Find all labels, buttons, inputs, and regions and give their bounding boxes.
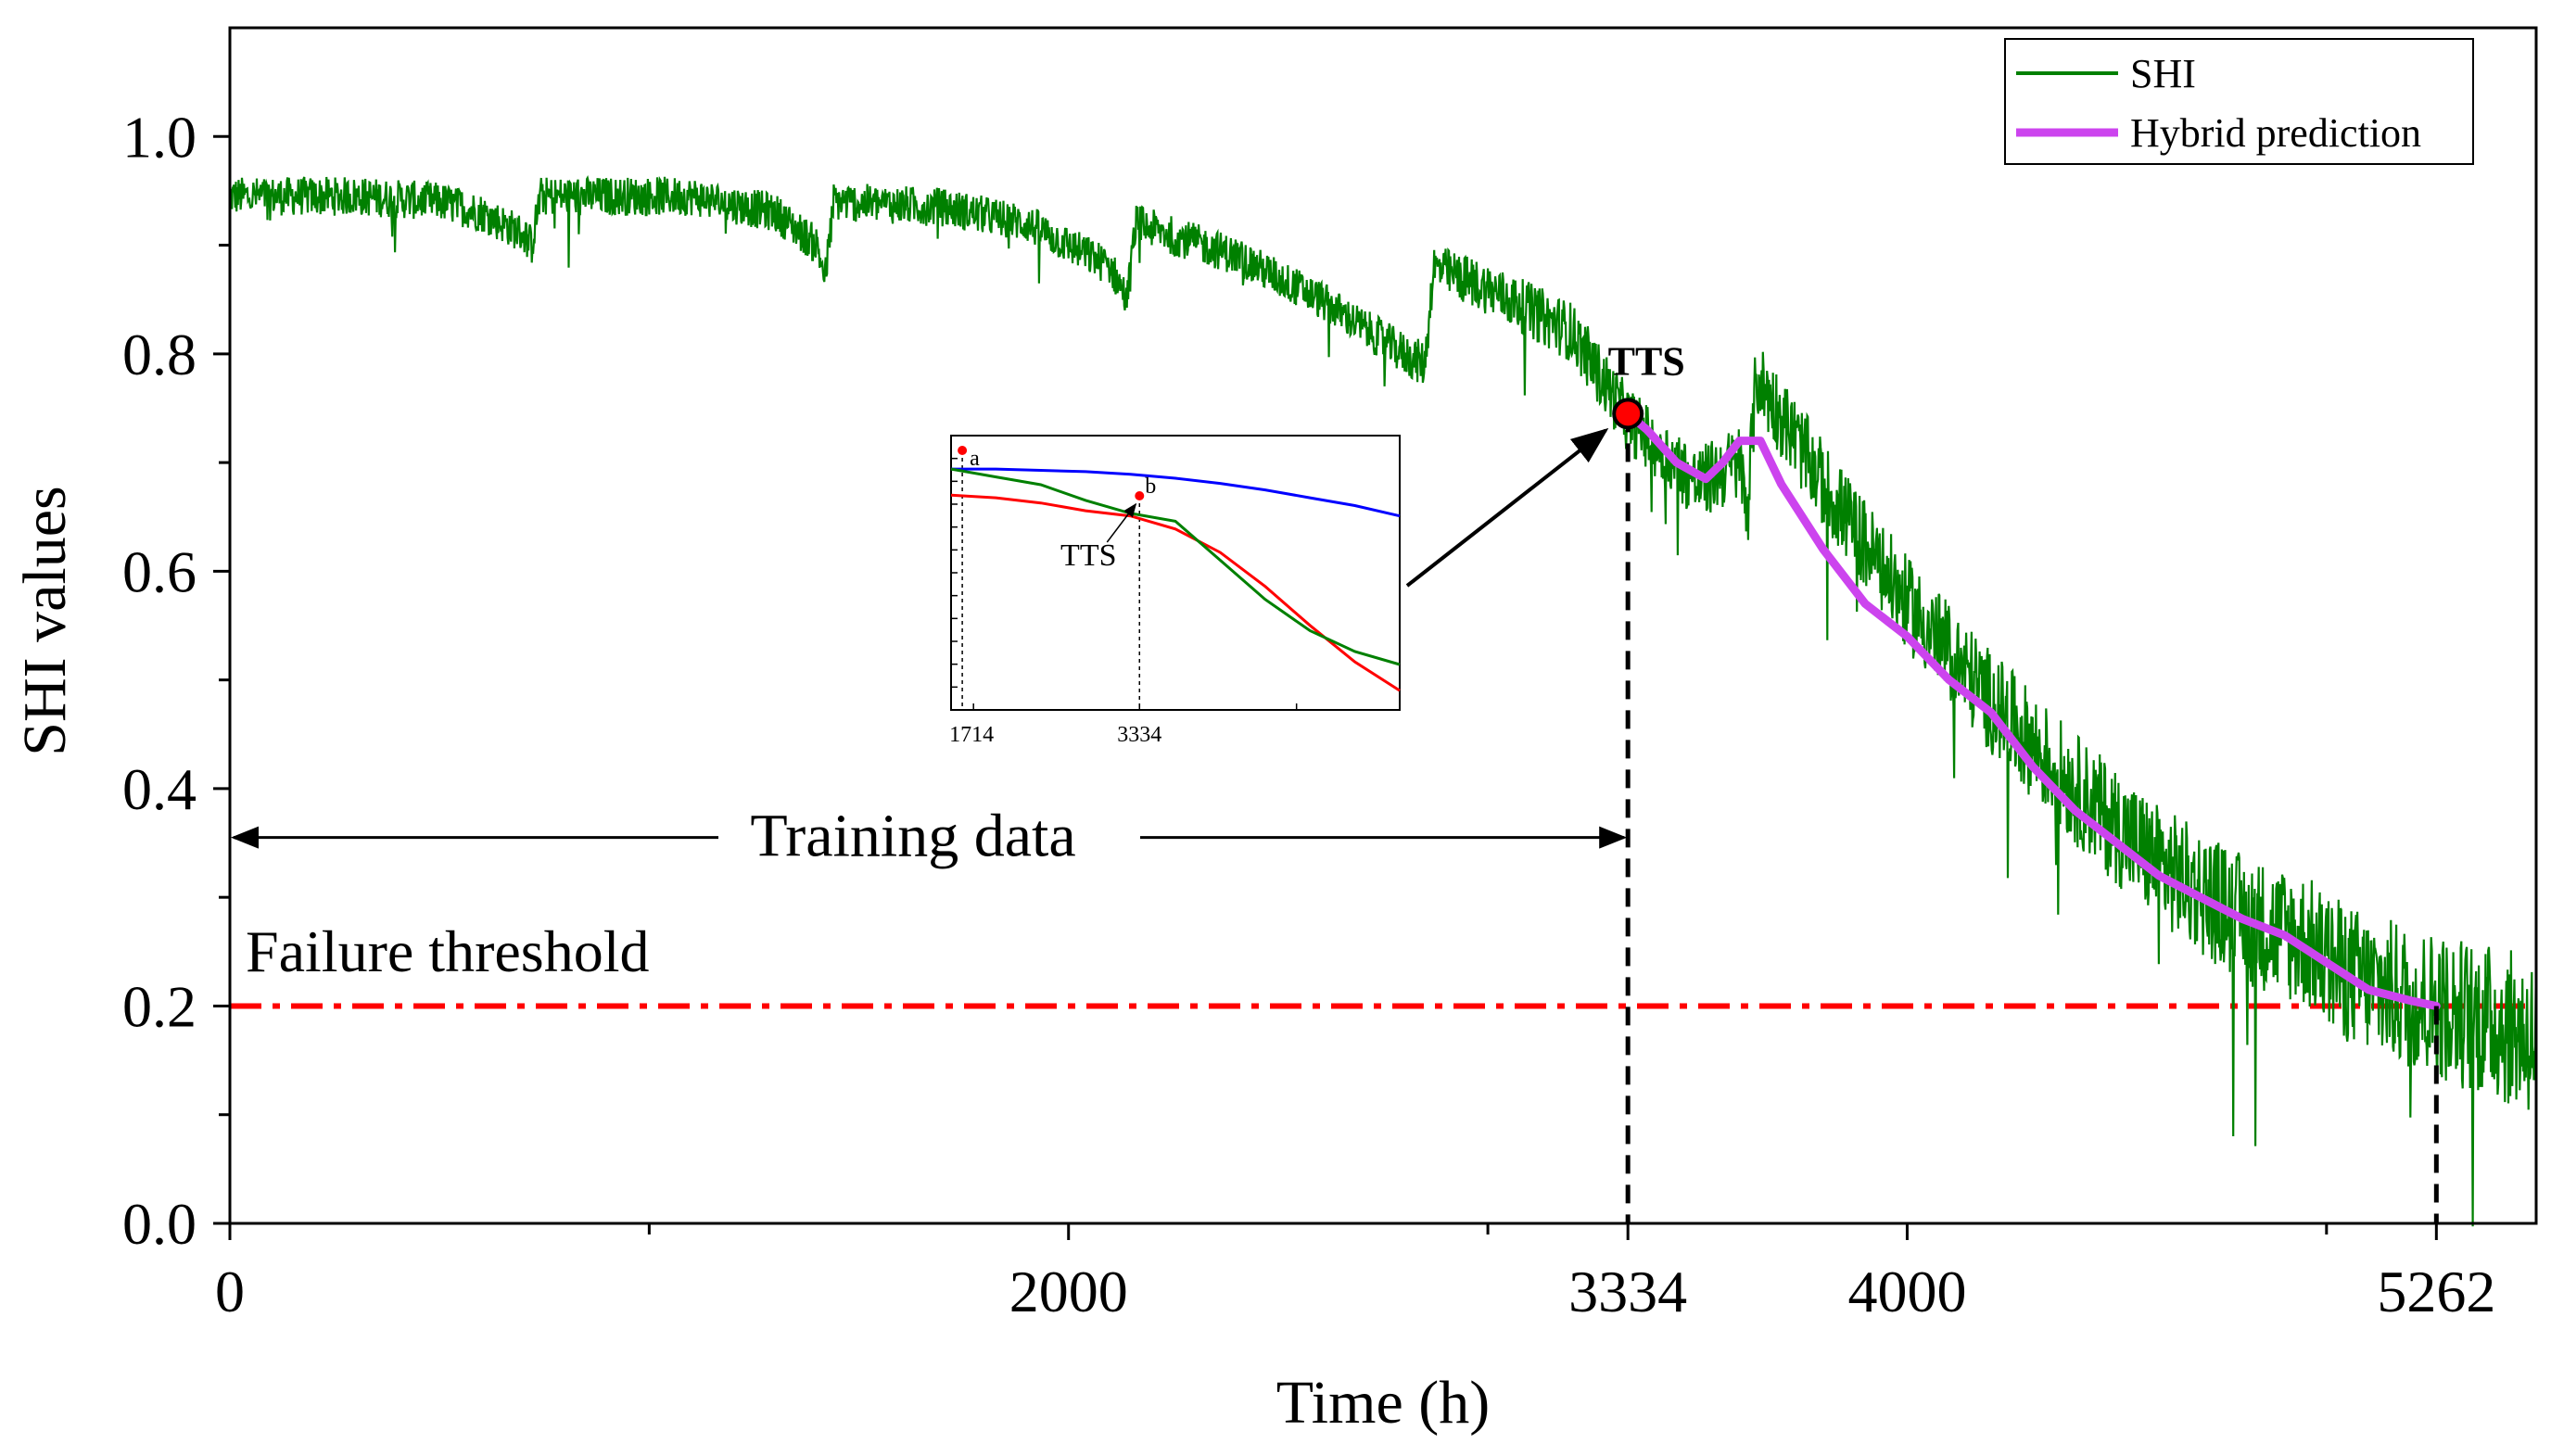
inset-label-a: a <box>970 447 980 471</box>
inset-label-b: b <box>1145 475 1156 499</box>
y-tick-label: 0.6 <box>122 538 197 604</box>
annotations: Failure threshold Training data TTS <box>231 338 1685 984</box>
axes: 0 2000 3334 4000 5262 0.0 0.2 0.4 0.6 0.8 1.0 <box>122 26 2538 1324</box>
failure-threshold-label: Failure threshold <box>246 918 649 984</box>
plot-frame <box>228 26 2538 1225</box>
y-tick-label: 0.2 <box>122 973 197 1039</box>
x-axis-label: Time (h) <box>1276 1369 1490 1437</box>
legend-label-hybrid-prediction: Hybrid prediction <box>2130 110 2421 156</box>
inset-chart: a b TTS 1714 3334 <box>949 435 1401 747</box>
x-tick-label: 4000 <box>1847 1259 1966 1324</box>
inset-callout-arrow <box>1405 427 1609 588</box>
x-tick-label: 0 <box>215 1259 245 1324</box>
inset-tts-arrow <box>1106 502 1137 543</box>
legend-label-shi: SHI <box>2130 51 2196 96</box>
series-shi-line <box>229 175 2537 1227</box>
y-tick-label: 1.0 <box>122 104 197 170</box>
y-axis-label: SHI values <box>11 486 79 755</box>
inset-curve-blue <box>951 467 1401 518</box>
inset-point-a <box>958 446 968 455</box>
inset-x-tick-label: 3334 <box>1117 723 1161 747</box>
x-tick-label: 5262 <box>2377 1259 2495 1324</box>
legend: SHI Hybrid prediction <box>2004 38 2474 165</box>
inset-x-tick-label: 1714 <box>949 723 994 747</box>
x-tick-label: 2000 <box>1009 1259 1128 1324</box>
tts-label: TTS <box>1608 338 1685 384</box>
legend-box <box>2004 38 2474 165</box>
training-data-label: Training data <box>750 803 1075 870</box>
inset-point-b <box>1135 491 1145 500</box>
x-tick-label: 3334 <box>1568 1259 1687 1324</box>
series-hybrid-prediction-line <box>1623 409 2441 1010</box>
y-tick-label: 0.4 <box>122 756 197 822</box>
inset-curve-green <box>950 467 1401 666</box>
y-tick-label: 0.8 <box>122 322 197 387</box>
plot-area <box>229 175 2537 1227</box>
inset-tts-label: TTS <box>1060 538 1116 573</box>
y-tick-label: 0.0 <box>122 1191 197 1257</box>
tts-point-marker <box>1612 398 1644 430</box>
inset-frame <box>950 435 1401 711</box>
